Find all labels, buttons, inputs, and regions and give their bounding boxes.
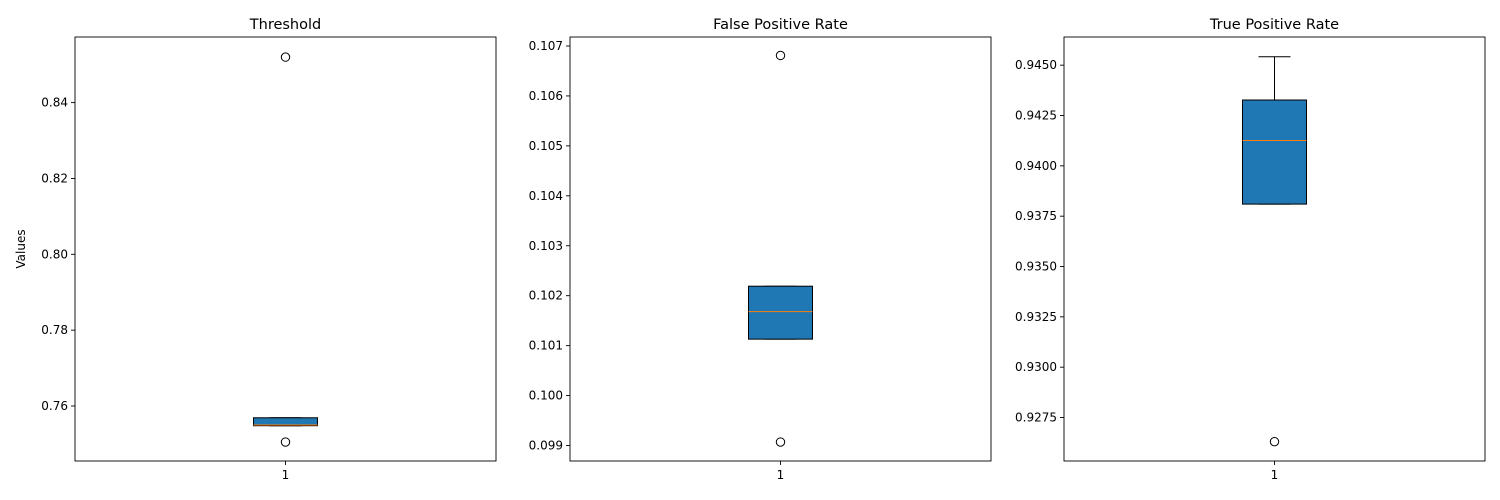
y-tick-label: 0.104 [529,189,563,203]
chart-panel-3: True Positive Rate 0.9275 0.9300 0.9325 0.93… [1015,17,1486,482]
y-tick-label: 0.9450 [1015,58,1057,72]
y-tick-label: 0.78 [41,323,68,337]
y-axis-label: Values [14,229,28,268]
y-tick-label: 0.106 [529,89,563,103]
x-tick-label: 1 [1271,468,1279,482]
y-tick-label: 0.9300 [1015,360,1057,374]
outlier-point [280,52,291,62]
y-tick-label: 0.9425 [1015,109,1057,123]
y-tick-label: 0.100 [529,389,563,403]
y-tick-label: 0.9350 [1015,260,1057,274]
y-tick-label: 0.76 [41,399,68,413]
x-tick-label: 1 [282,468,290,482]
chart-title: True Positive Rate [1209,17,1339,33]
y-tick-label: 0.9375 [1015,209,1057,223]
iqr-box [748,285,813,340]
y-tick-label: 0.9400 [1015,159,1057,173]
axes-frame [74,36,497,462]
outlier-point [775,437,786,447]
y-tick-label: 0.102 [529,289,563,303]
chart-title: Threshold [249,17,321,33]
y-tick-label: 0.84 [41,96,68,110]
x-tick-label: 1 [777,468,785,482]
y-tick-label: 0.9325 [1015,310,1057,324]
iqr-box [253,417,318,427]
iqr-box [1242,99,1307,205]
y-tick-label: 0.107 [529,39,563,53]
outlier-point [1269,436,1280,447]
y-tick-label: 0.105 [529,139,563,153]
outlier-point [280,437,291,447]
y-tick-label: 0.103 [529,239,563,253]
y-tick-label: 0.101 [529,339,563,353]
y-tick-label: 0.9275 [1015,411,1057,425]
chart-panel-2: False Positive Rate 0.099 0.100 0.101 0.102 0… [529,17,992,482]
chart-panel-1: Threshold Values 0.76 0.78 0.80 0.82 0.84 1 [14,17,497,482]
outlier-point [775,50,786,61]
y-tick-label: 0.80 [41,247,68,261]
y-tick-label: 0.82 [41,171,68,185]
y-tick-label: 0.099 [529,439,563,453]
axes-frame [569,36,992,462]
chart-title: False Positive Rate [713,17,848,33]
